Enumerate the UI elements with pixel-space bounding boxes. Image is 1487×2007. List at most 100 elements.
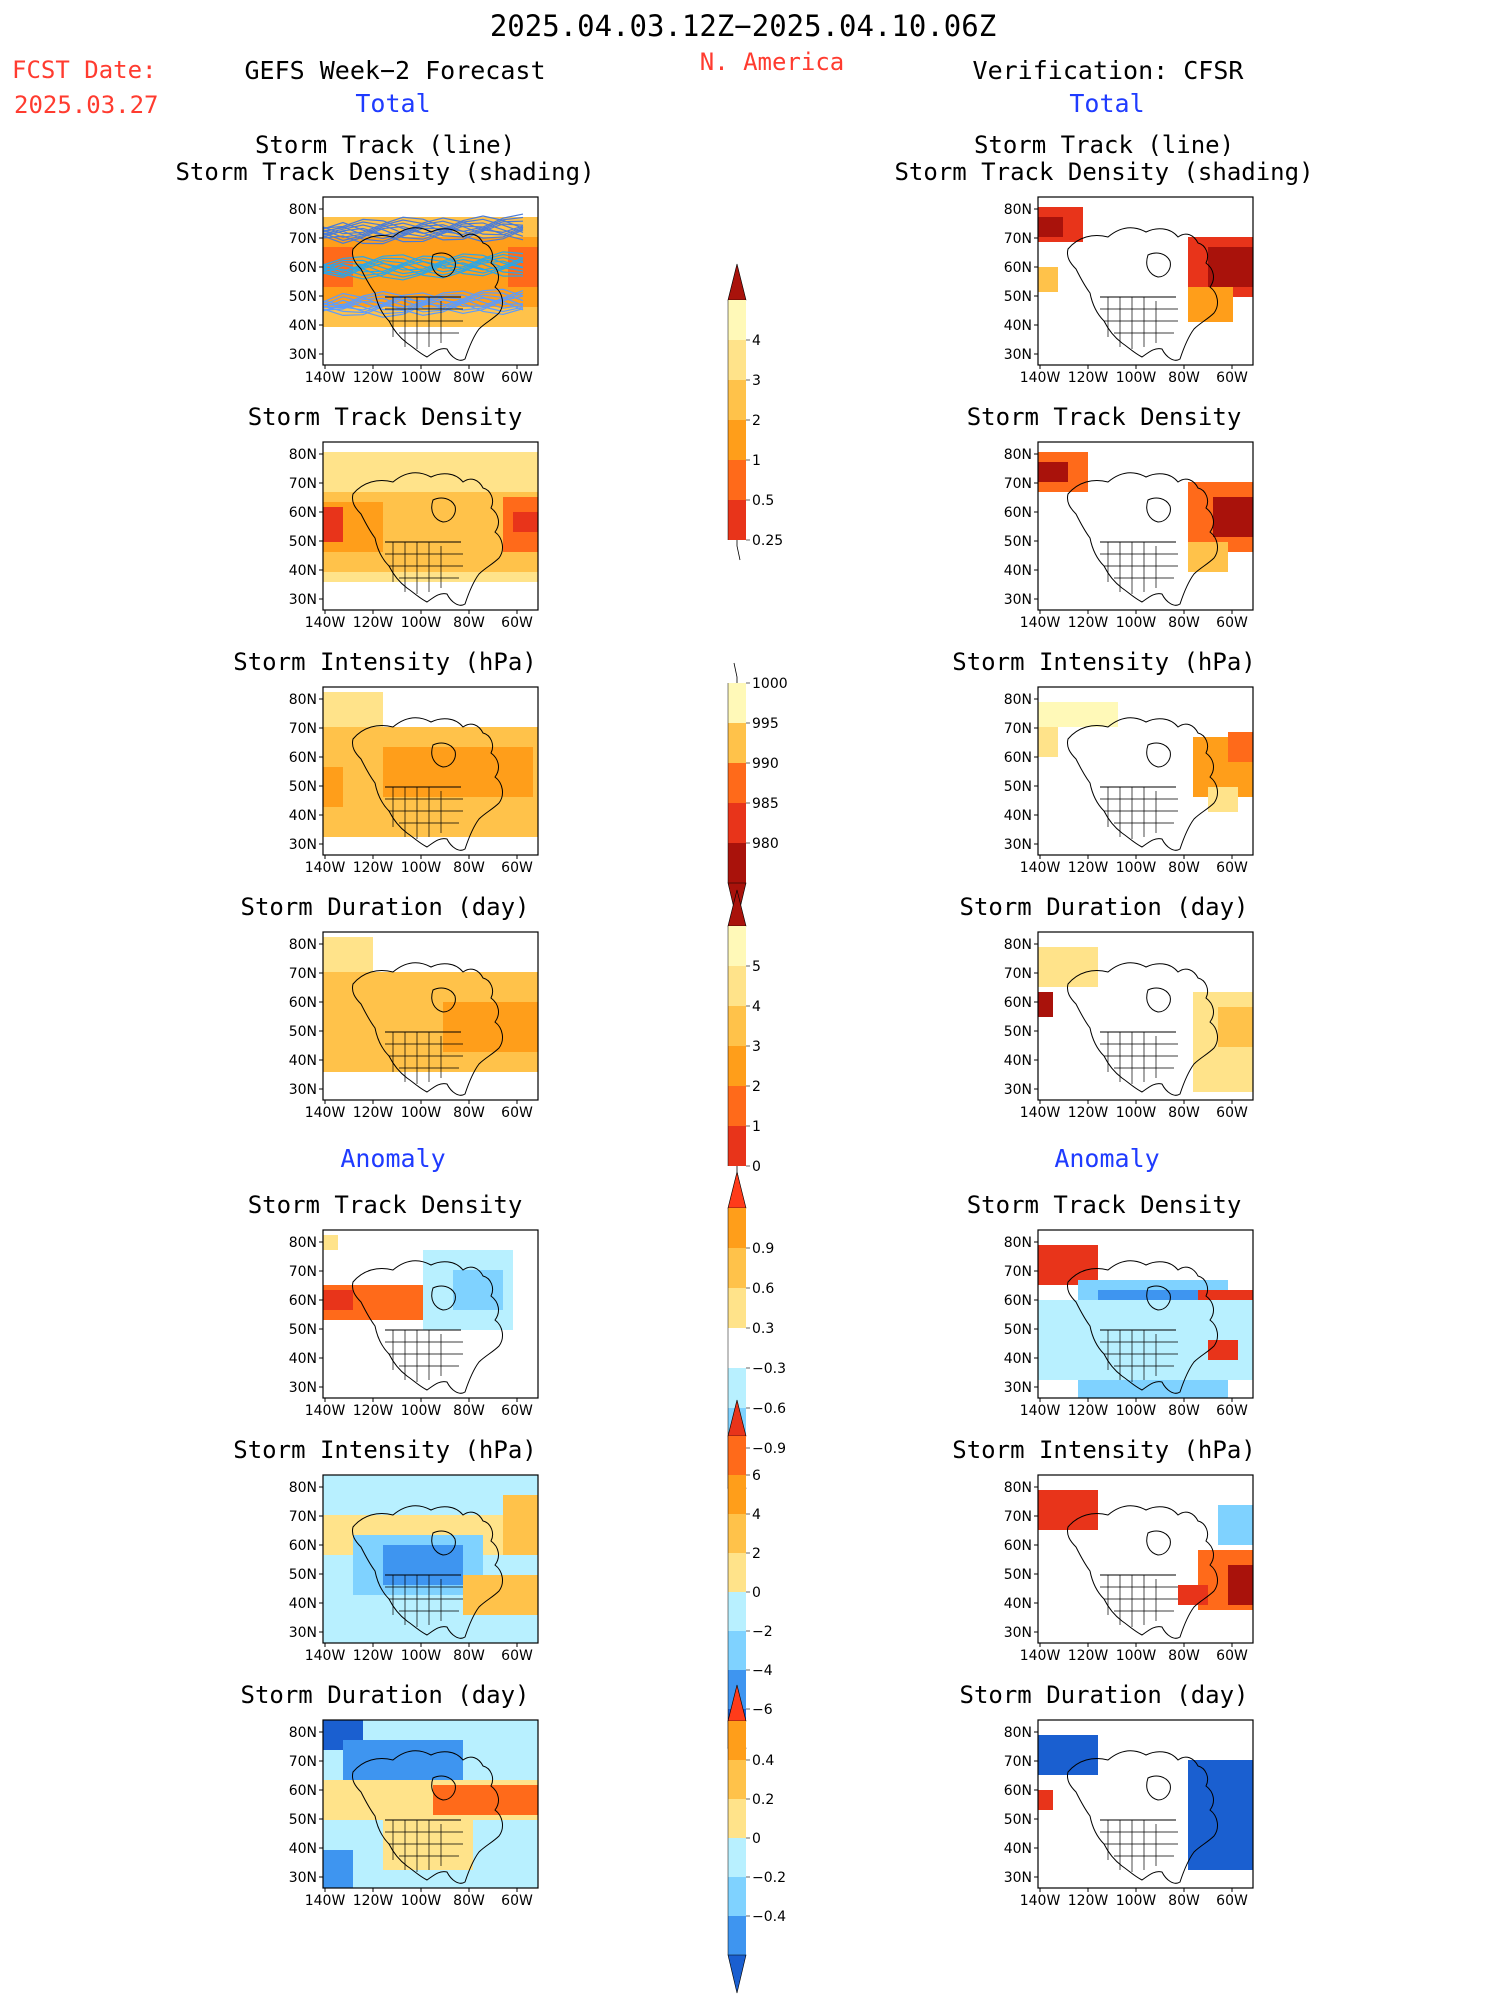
hudson-bay	[431, 1530, 456, 1556]
coastline	[352, 1260, 503, 1394]
colorbar-label: 0	[752, 1159, 761, 1175]
shading-cell	[1038, 1790, 1053, 1810]
colorbar-label: 3	[752, 1039, 761, 1055]
storm-track-line	[323, 222, 524, 240]
lat-label: 50N	[289, 534, 317, 550]
title-duration-right: Storm Duration (day)	[959, 893, 1249, 921]
colorbar-duration: 0 1 2 3 4 5	[718, 888, 808, 1218]
title-track-line-left: Storm Track (line)	[254, 131, 516, 159]
lat-label: 50N	[1004, 779, 1032, 795]
lon-label: 60W	[501, 1105, 533, 1121]
lat-label: 80N	[1004, 1725, 1032, 1741]
shading-cell	[1038, 702, 1118, 727]
colorbar-segment	[728, 1288, 746, 1328]
lon-label: 140W	[305, 370, 346, 386]
lat-label: 70N	[289, 231, 317, 247]
colorbar-segment	[728, 803, 746, 843]
colorbar-segment	[728, 460, 746, 500]
colorbar-segment	[728, 1838, 746, 1877]
lat-label: 50N	[289, 1024, 317, 1040]
map-svg: 80N 70N 60N 50N 40N 30N 140W 120W 100W 80W 60W	[1004, 1474, 1254, 1664]
coastline	[352, 1750, 503, 1884]
lat-label: 70N	[289, 721, 317, 737]
map-density-anom-right: 80N 70N 60N 50N 40N 30N 140W 120W 100W 80W 60W	[998, 1228, 1265, 1426]
title-track-shading-right: Storm Track Density (shading)	[894, 158, 1314, 186]
lat-label: 30N	[1004, 1380, 1032, 1396]
storm-track-line	[323, 220, 524, 240]
shading-cell	[323, 992, 343, 1022]
lat-label: 60N	[289, 260, 317, 276]
lat-label: 30N	[1004, 1625, 1032, 1641]
storm-track-line	[323, 299, 524, 318]
coastline	[1067, 1750, 1218, 1884]
shading-cell	[323, 1235, 338, 1250]
storm-track-line	[323, 223, 524, 244]
title-intensity-left: Storm Intensity (hPa)	[233, 648, 537, 676]
lon-label: 100W	[401, 1105, 442, 1121]
colorbar-top-triangle	[727, 263, 747, 301]
hudson-bay	[1146, 1775, 1171, 1801]
title-intensity-anom-right: Storm Intensity (hPa)	[952, 1436, 1256, 1464]
map-track-line-right: 80N 70N 60N 50N 40N 30N 140W 120W 100W 80W 60W	[998, 195, 1265, 393]
colorbar-label: −0.4	[752, 1909, 786, 1925]
lat-label: 40N	[1004, 1841, 1032, 1857]
colorbar-label: 0	[752, 1585, 761, 1601]
lon-label: 60W	[501, 1893, 533, 1909]
lat-label: 40N	[1004, 318, 1032, 334]
map-svg: 80N 70N 60N 50N 40N 30N 140W 120W 100W 80W 60W	[289, 931, 539, 1121]
lat-label: 70N	[1004, 231, 1032, 247]
colorbar-segment	[728, 1916, 746, 1955]
colorbar-segment	[728, 380, 746, 420]
lat-label: 50N	[289, 289, 317, 305]
lat-label: 40N	[289, 318, 317, 334]
lon-label: 120W	[1068, 615, 1109, 631]
lat-label: 80N	[289, 447, 317, 463]
colorbar-segment	[728, 1086, 746, 1126]
hudson-bay	[431, 742, 456, 768]
lon-label: 120W	[353, 1893, 394, 1909]
title-density-right: Storm Track Density	[966, 403, 1242, 431]
coastline	[1067, 472, 1218, 606]
map-density-left: 80N 70N 60N 50N 40N 30N 140W 120W 100W 80W 60W	[283, 440, 550, 638]
lat-label: 30N	[1004, 837, 1032, 853]
lat-label: 30N	[289, 347, 317, 363]
storm-track-line	[323, 217, 524, 236]
coastline	[1067, 1505, 1218, 1639]
lat-label: 50N	[1004, 534, 1032, 550]
lon-label: 140W	[1020, 1893, 1061, 1909]
coastline	[352, 472, 503, 606]
lon-label: 140W	[1020, 1105, 1061, 1121]
lat-label: 80N	[1004, 202, 1032, 218]
colorbar-segment	[728, 926, 746, 966]
coastline	[1067, 227, 1218, 361]
lon-label: 120W	[1068, 860, 1109, 876]
storm-track-line	[323, 225, 524, 243]
colorbar-label: 4	[752, 333, 761, 349]
colorbar-segment	[728, 1799, 746, 1838]
lat-label: 40N	[1004, 1053, 1032, 1069]
lon-label: 100W	[401, 1403, 442, 1419]
lat-label: 60N	[1004, 1783, 1032, 1799]
colorbar-label: 5	[752, 959, 761, 975]
colorbar-svg: 6 4 2 0 −2 −4 −6	[727, 1399, 773, 1787]
colorbar-segment	[728, 300, 746, 340]
map-frame	[322, 686, 539, 856]
title-density-anom-right: Storm Track Density	[966, 1191, 1242, 1219]
lat-label: 70N	[1004, 966, 1032, 982]
colorbar-segment	[728, 1208, 746, 1248]
coastline	[352, 227, 503, 361]
colorbar-svg: 0 1 2 3 4 5	[727, 889, 761, 1187]
state-lines	[1100, 1330, 1178, 1382]
lat-label: 70N	[289, 1754, 317, 1770]
lon-label: 100W	[1116, 1105, 1157, 1121]
map-duration-anom-right: 80N 70N 60N 50N 40N 30N 140W 120W 100W 80W 60W	[998, 1718, 1265, 1916]
verification-title: Verification: CFSR	[972, 56, 1244, 85]
shading-cell	[1218, 1505, 1253, 1545]
colorbar-duration-anom: 0.4 0.2 0 −0.2 −0.4	[718, 1683, 808, 2007]
colorbar-density: 0.25 0.5 1 2 3 4	[718, 262, 808, 592]
section-total-left: Total	[355, 89, 431, 118]
shading-cell	[1228, 1810, 1253, 1870]
lat-label: 70N	[1004, 721, 1032, 737]
lat-label: 50N	[1004, 1567, 1032, 1583]
lon-label: 120W	[1068, 1893, 1109, 1909]
